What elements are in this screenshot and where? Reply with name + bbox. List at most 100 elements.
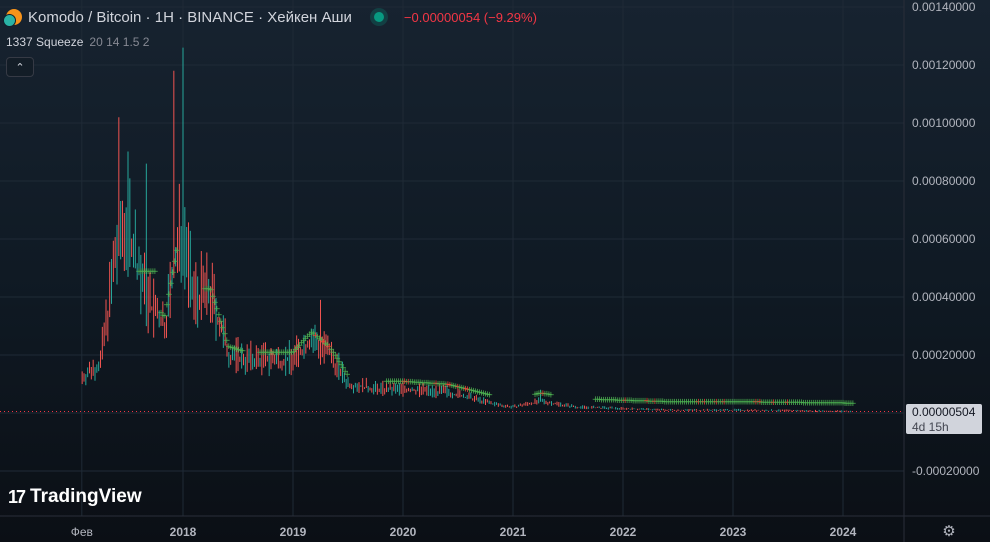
- squeeze-dot: +: [316, 334, 324, 344]
- squeeze-dot: +: [320, 337, 328, 347]
- squeeze-dot: +: [416, 378, 424, 388]
- squeeze-dot: +: [272, 348, 280, 358]
- squeeze-dot: +: [722, 397, 730, 407]
- squeeze-dot: +: [643, 397, 651, 407]
- squeeze-dot: +: [466, 385, 474, 395]
- squeeze-dot: +: [606, 396, 614, 406]
- squeeze-dot: +: [229, 344, 237, 354]
- tradingview-logo-text: TradingView: [30, 486, 142, 507]
- squeeze-dot: +: [322, 339, 330, 349]
- squeeze-dot: +: [438, 380, 446, 390]
- squeeze-dot: +: [782, 398, 790, 408]
- chevron-up-icon: ⌃: [15, 61, 25, 74]
- market-status-icon[interactable]: [373, 12, 384, 22]
- squeeze-dot: +: [221, 330, 229, 340]
- price-change: −0.00000054 (−9.29%): [403, 9, 537, 25]
- squeeze-dot: +: [681, 397, 689, 407]
- squeeze-dot: +: [667, 397, 675, 407]
- indicator-name[interactable]: 1337 Squeeze: [6, 35, 84, 49]
- squeeze-dot: +: [841, 399, 849, 409]
- squeeze-dot: +: [169, 268, 177, 278]
- squeeze-dot: +: [750, 398, 758, 408]
- squeeze-dot: +: [440, 380, 448, 390]
- squeeze-dot: +: [260, 348, 268, 358]
- squeeze-dot: +: [450, 381, 458, 391]
- squeeze-dot: +: [393, 377, 401, 387]
- squeeze-dot: +: [298, 339, 306, 349]
- squeeze-dot: +: [149, 267, 157, 277]
- squeeze-dot: +: [653, 397, 661, 407]
- time-axis-tick-label: 2021: [500, 525, 527, 539]
- squeeze-dot: +: [306, 330, 314, 340]
- squeeze-dot: +: [766, 398, 774, 408]
- squeeze-dot: +: [629, 396, 637, 406]
- squeeze-dot: +: [661, 397, 669, 407]
- time-axis-tick-label: Фев: [71, 525, 93, 539]
- squeeze-dot: +: [535, 389, 543, 399]
- time-axis[interactable]: Фев 2018 2019 2020 2021 2022 2023 2024: [71, 525, 857, 539]
- squeeze-dot: +: [418, 378, 426, 388]
- squeeze-dot: +: [478, 388, 486, 398]
- squeeze-dot: +: [760, 398, 768, 408]
- squeeze-dot: +: [405, 377, 413, 387]
- squeeze-dot: +: [776, 398, 784, 408]
- price-axis-tick-label: 0.00120000: [912, 58, 976, 72]
- squeeze-dot: +: [233, 345, 241, 355]
- squeeze-dot: +: [227, 343, 235, 353]
- squeeze-dot: +: [592, 395, 600, 405]
- squeeze-dot: +: [631, 396, 639, 406]
- time-axis-tick-label: 2020: [390, 525, 417, 539]
- symbol-title[interactable]: Komodo / Bitcoin · 1H · BINANCE · Хейкен…: [28, 8, 352, 26]
- squeeze-dot: +: [545, 390, 553, 400]
- squeeze-dot: +: [835, 399, 843, 409]
- squeeze-dot: +: [326, 342, 334, 352]
- squeeze-dot: +: [657, 397, 665, 407]
- squeeze-dot: +: [738, 398, 746, 408]
- squeeze-dot: +: [159, 311, 167, 321]
- gear-icon[interactable]: ⚙: [942, 523, 956, 540]
- squeeze-dot: +: [288, 348, 296, 358]
- squeeze-dot: +: [436, 379, 444, 389]
- collapse-legend-button[interactable]: ⌃: [6, 57, 34, 77]
- squeeze-dot: +: [778, 398, 786, 408]
- squeeze-dot: +: [262, 348, 270, 358]
- squeeze-dot: +: [679, 397, 687, 407]
- squeeze-dot: +: [619, 396, 627, 406]
- squeeze-dot: +: [290, 347, 298, 357]
- squeeze-dot: +: [617, 396, 625, 406]
- squeeze-dot: +: [736, 397, 744, 407]
- squeeze-dot: +: [395, 377, 403, 387]
- squeeze-dot: +: [701, 397, 709, 407]
- squeeze-dot: +: [716, 397, 724, 407]
- squeeze-dot: +: [399, 377, 407, 387]
- squeeze-dot: +: [420, 378, 428, 388]
- squeeze-dot: +: [383, 377, 391, 387]
- squeeze-dot: +: [726, 397, 734, 407]
- squeeze-dot: +: [665, 397, 673, 407]
- squeeze-dot: +: [235, 345, 243, 355]
- squeeze-dot: +: [258, 348, 266, 358]
- squeeze-dot: +: [677, 397, 685, 407]
- squeeze-dot: +: [397, 377, 405, 387]
- squeeze-dot: +: [276, 348, 284, 358]
- price-axis[interactable]: 0.00140000 0.00120000 0.00100000 0.00080000…: [912, 0, 980, 478]
- squeeze-dot: +: [720, 397, 728, 407]
- squeeze-dot: +: [748, 398, 756, 408]
- price-axis-tick-label: 0.00100000: [912, 116, 976, 130]
- time-axis-tick-label: 2019: [280, 525, 307, 539]
- chart-legend: Komodo / Bitcoin · 1H · BINANCE · Хейкен…: [3, 6, 537, 28]
- squeeze-dot: +: [331, 351, 339, 361]
- squeeze-dot: +: [794, 398, 802, 408]
- squeeze-dot: +: [758, 398, 766, 408]
- squeeze-dot: +: [145, 267, 153, 277]
- tradingview-watermark: 17 TradingView: [8, 486, 142, 508]
- indicator-legend[interactable]: 1337 Squeeze 20 14 1.5 2: [6, 35, 149, 49]
- squeeze-dot: +: [531, 390, 539, 400]
- squeeze-dot: +: [697, 397, 705, 407]
- squeeze-dot: +: [282, 348, 290, 358]
- squeeze-dot: +: [845, 399, 853, 409]
- squeeze-dot: +: [798, 398, 806, 408]
- squeeze-dot: +: [827, 399, 835, 409]
- squeeze-dot: +: [600, 395, 608, 405]
